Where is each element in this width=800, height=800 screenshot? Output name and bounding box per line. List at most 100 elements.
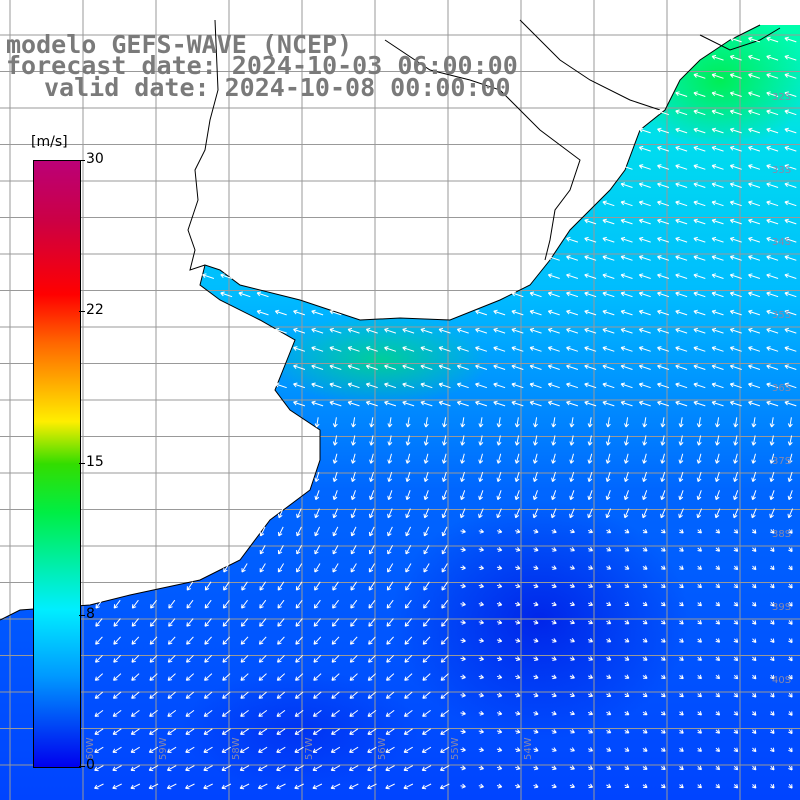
wind-arrow xyxy=(385,783,395,790)
wind-arrow xyxy=(620,382,633,389)
wind-arrow xyxy=(221,746,231,753)
wind-arrow xyxy=(751,435,757,446)
wind-arrow xyxy=(514,417,520,428)
wind-arrow xyxy=(620,182,633,188)
wind-arrow xyxy=(529,309,542,316)
wind-arrow xyxy=(405,417,411,428)
wind-arrow xyxy=(784,364,797,370)
wind-arrow xyxy=(365,327,378,334)
wind-arrow xyxy=(729,382,742,389)
wind-arrow xyxy=(441,453,447,464)
wind-arrow xyxy=(729,182,742,188)
wind-arrow xyxy=(569,435,575,446)
wind-arrow xyxy=(496,435,502,446)
wind-arrow xyxy=(369,471,374,482)
wind-arrow xyxy=(533,417,538,428)
wind-arrow xyxy=(312,746,322,753)
wind-arrow xyxy=(314,563,321,573)
wind-arrow xyxy=(675,382,688,389)
wind-arrow xyxy=(440,728,450,735)
wind-arrow xyxy=(367,691,377,699)
wind-arrow xyxy=(675,182,688,188)
wind-arrow xyxy=(766,36,779,43)
wind-arrow xyxy=(675,273,688,279)
wind-arrow xyxy=(259,544,266,555)
wind-arrow xyxy=(240,636,249,645)
wind-arrow xyxy=(784,109,797,116)
wind-arrow xyxy=(569,583,575,588)
wind-arrow xyxy=(624,674,630,679)
wind-arrow xyxy=(533,729,539,734)
wind-arrow xyxy=(222,654,231,663)
wind-arrow xyxy=(770,529,775,534)
wind-arrow xyxy=(185,746,195,753)
wind-arrow xyxy=(294,710,304,717)
wind-arrow xyxy=(784,91,797,97)
wind-arrow xyxy=(547,382,560,389)
wind-arrow xyxy=(460,765,466,771)
wind-arrow xyxy=(258,654,267,663)
wind-arrow xyxy=(679,638,684,643)
wind-arrow xyxy=(587,747,594,752)
wind-arrow xyxy=(314,526,321,537)
wind-arrow xyxy=(277,508,284,519)
wind-arrow xyxy=(729,54,742,61)
wind-arrow xyxy=(258,728,268,735)
wind-arrow xyxy=(784,200,797,207)
wind-arrow xyxy=(478,656,484,662)
wind-arrow xyxy=(456,382,469,389)
wind-arrow xyxy=(748,382,761,389)
wind-arrow xyxy=(711,54,724,61)
wind-arrow xyxy=(714,508,721,519)
wind-arrow xyxy=(313,673,322,681)
wind-arrow xyxy=(660,620,666,625)
wind-arrow xyxy=(478,601,484,607)
wind-arrow xyxy=(766,109,779,116)
wind-arrow xyxy=(493,327,506,334)
wind-arrow xyxy=(623,471,629,482)
wind-arrow xyxy=(697,747,702,752)
wind-arrow xyxy=(311,400,324,407)
wind-arrow xyxy=(387,544,394,555)
wind-arrow xyxy=(624,747,630,752)
wind-arrow xyxy=(167,746,177,753)
wind-arrow xyxy=(475,400,488,407)
wind-arrow xyxy=(403,746,413,753)
wind-arrow xyxy=(350,618,358,627)
wind-arrow xyxy=(715,674,721,680)
wind-arrow xyxy=(348,765,359,772)
wind-arrow xyxy=(679,747,684,752)
wind-arrow xyxy=(113,654,122,663)
wind-arrow xyxy=(203,746,213,753)
wind-arrow xyxy=(423,417,429,428)
wind-arrow xyxy=(422,710,431,717)
wind-arrow xyxy=(697,529,702,534)
wind-arrow xyxy=(784,255,797,261)
wind-arrow xyxy=(515,656,521,661)
wind-arrow xyxy=(94,728,104,735)
wind-arrow xyxy=(587,583,594,588)
wind-arrow xyxy=(240,728,249,735)
wind-arrow xyxy=(274,309,287,316)
wind-arrow xyxy=(784,54,797,61)
wind-arrow xyxy=(748,218,761,225)
wind-arrow xyxy=(657,291,670,298)
wind-arrow xyxy=(642,656,648,661)
wind-arrow xyxy=(203,783,213,790)
wind-arrow xyxy=(606,601,612,606)
wind-arrow xyxy=(715,583,721,589)
wind-arrow xyxy=(496,490,502,501)
wind-arrow xyxy=(693,255,706,261)
wind-arrow xyxy=(460,471,465,482)
wind-arrow xyxy=(569,619,575,625)
wind-arrow xyxy=(587,674,594,679)
wind-arrow xyxy=(533,528,539,534)
wind-arrow xyxy=(605,490,611,501)
wind-arrow xyxy=(385,765,395,772)
wind-arrow xyxy=(711,182,724,188)
wind-arrow xyxy=(770,620,775,625)
wind-arrow xyxy=(113,673,122,681)
wind-arrow xyxy=(274,327,287,334)
wind-arrow xyxy=(220,273,233,279)
